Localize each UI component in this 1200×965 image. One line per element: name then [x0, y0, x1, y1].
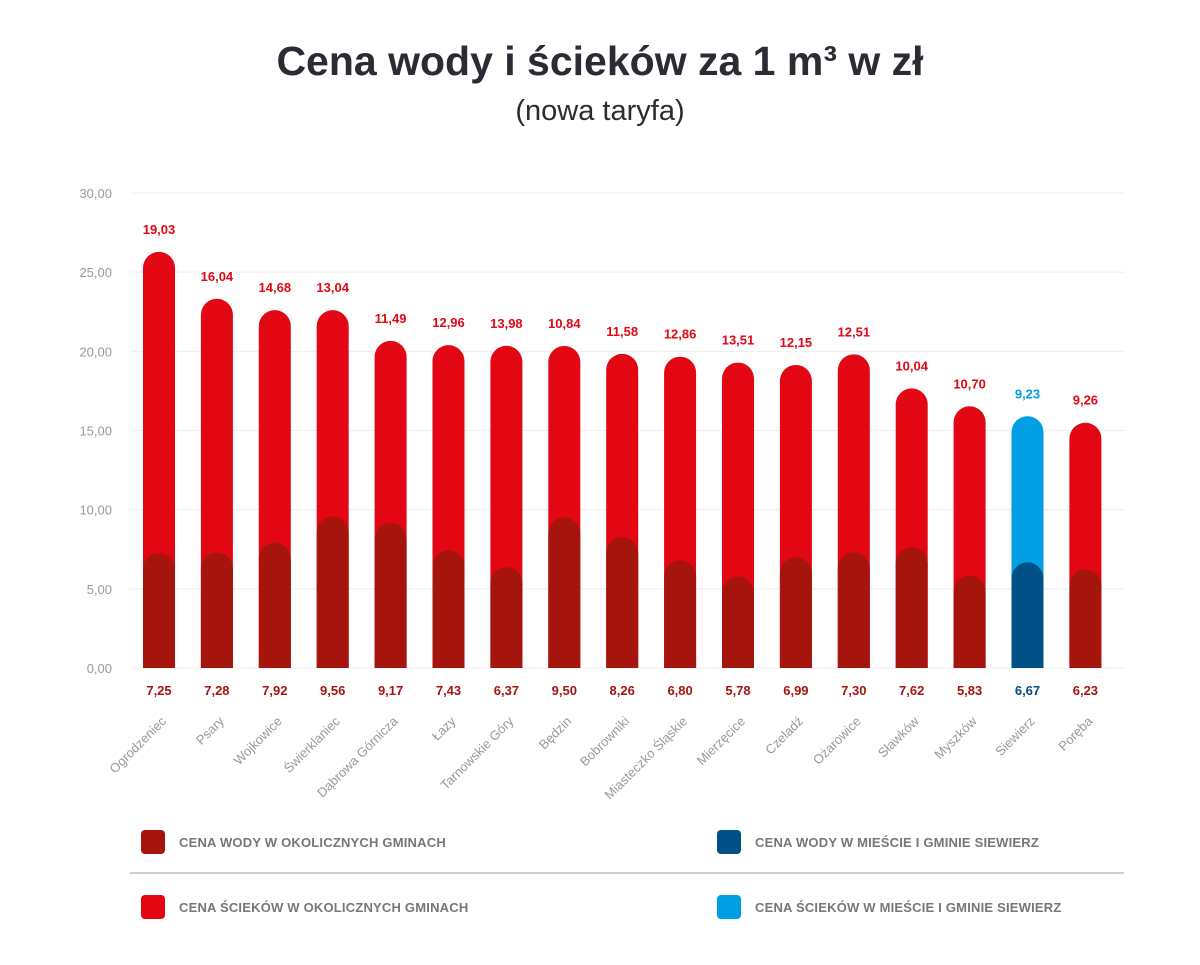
x-tick-label: Siewierz: [992, 714, 1037, 759]
bar-water: [1011, 562, 1044, 668]
y-tick-label: 0,00: [87, 661, 112, 676]
data-label-water: 8,26: [610, 683, 635, 698]
y-tick-label: 10,00: [79, 503, 112, 518]
data-label-sewage: 12,15: [780, 335, 813, 350]
y-tick-label: 5,00: [87, 582, 112, 597]
bar-water: [953, 575, 986, 668]
data-label-water: 7,43: [436, 683, 461, 698]
data-label-water: 7,28: [204, 683, 229, 698]
data-label-sewage: 12,86: [664, 327, 697, 342]
data-label-water: 7,62: [899, 683, 924, 698]
data-label-sewage: 12,96: [432, 315, 465, 330]
data-label-sewage: 13,98: [490, 316, 523, 331]
x-tick-label: Mierzęcice: [694, 714, 749, 769]
chart-title: Cena wody i ścieków za 1 m³ w zł: [276, 38, 924, 84]
data-label-water: 6,67: [1015, 683, 1040, 698]
data-label-water: 7,25: [146, 683, 171, 698]
data-label-sewage: 19,03: [143, 222, 176, 237]
x-tick-label: Świerklaniec: [281, 713, 344, 776]
data-label-sewage: 13,51: [722, 333, 755, 348]
data-label-sewage: 10,70: [953, 376, 986, 391]
data-label-water: 7,30: [841, 683, 866, 698]
data-label-water: 6,80: [667, 683, 692, 698]
chart-subtitle: (nowa taryfa): [515, 95, 685, 127]
data-label-sewage: 14,68: [259, 280, 292, 295]
data-label-sewage: 10,04: [895, 358, 928, 373]
bar-water: [143, 553, 175, 668]
data-label-water: 9,56: [320, 683, 345, 698]
bar-water: [258, 542, 291, 668]
x-tick-label: Bobrowniki: [577, 713, 633, 769]
bar-water: [490, 567, 523, 668]
data-label-water: 9,50: [552, 683, 577, 698]
data-label-water: 6,37: [494, 683, 519, 698]
y-tick-label: 30,00: [79, 186, 112, 201]
x-tick-label: Myszków: [931, 713, 980, 762]
data-label-water: 6,99: [783, 683, 808, 698]
x-tick-label: Będzin: [536, 714, 575, 753]
bar-water: [606, 537, 639, 668]
data-label-water: 5,83: [957, 683, 982, 698]
bar-water: [779, 557, 812, 668]
bar-water: [722, 576, 754, 668]
bar-water: [316, 516, 349, 668]
data-label-sewage: 9,23: [1015, 386, 1040, 401]
data-label-sewage: 11,58: [606, 324, 638, 339]
y-tick-label: 15,00: [79, 424, 112, 439]
x-tick-label: Psary: [193, 713, 227, 747]
bar-water: [548, 517, 581, 668]
y-tick-label: 20,00: [79, 344, 112, 359]
y-tick-label: 25,00: [79, 265, 112, 280]
x-tick-label: Ogrodzeniec: [106, 713, 169, 776]
data-label-water: 5,78: [725, 683, 750, 698]
bar-water: [1069, 569, 1102, 668]
data-label-water: 6,23: [1073, 683, 1098, 698]
x-tick-label: Czeladź: [762, 714, 806, 758]
bar-water: [200, 552, 233, 668]
data-label-sewage: 11,49: [375, 311, 407, 326]
data-label-sewage: 13,04: [316, 280, 349, 295]
x-tick-label: Wojkowice: [231, 714, 285, 768]
bar-water: [432, 550, 465, 668]
data-label-sewage: 12,51: [838, 324, 871, 339]
x-tick-label: Łazy: [429, 713, 459, 743]
data-label-sewage: 9,26: [1073, 393, 1098, 408]
x-tick-label: Poręba: [1055, 713, 1096, 754]
x-tick-label: Ożarowice: [810, 714, 864, 768]
bar-water: [837, 552, 870, 668]
data-label-sewage: 10,84: [548, 316, 581, 331]
data-label-sewage: 16,04: [201, 269, 234, 284]
bar-water: [895, 547, 928, 668]
x-tick-label: Sławków: [875, 713, 922, 760]
data-label-water: 9,17: [378, 683, 403, 698]
bar-water: [664, 560, 697, 668]
data-label-water: 7,92: [262, 683, 287, 698]
bar-water: [374, 522, 407, 668]
